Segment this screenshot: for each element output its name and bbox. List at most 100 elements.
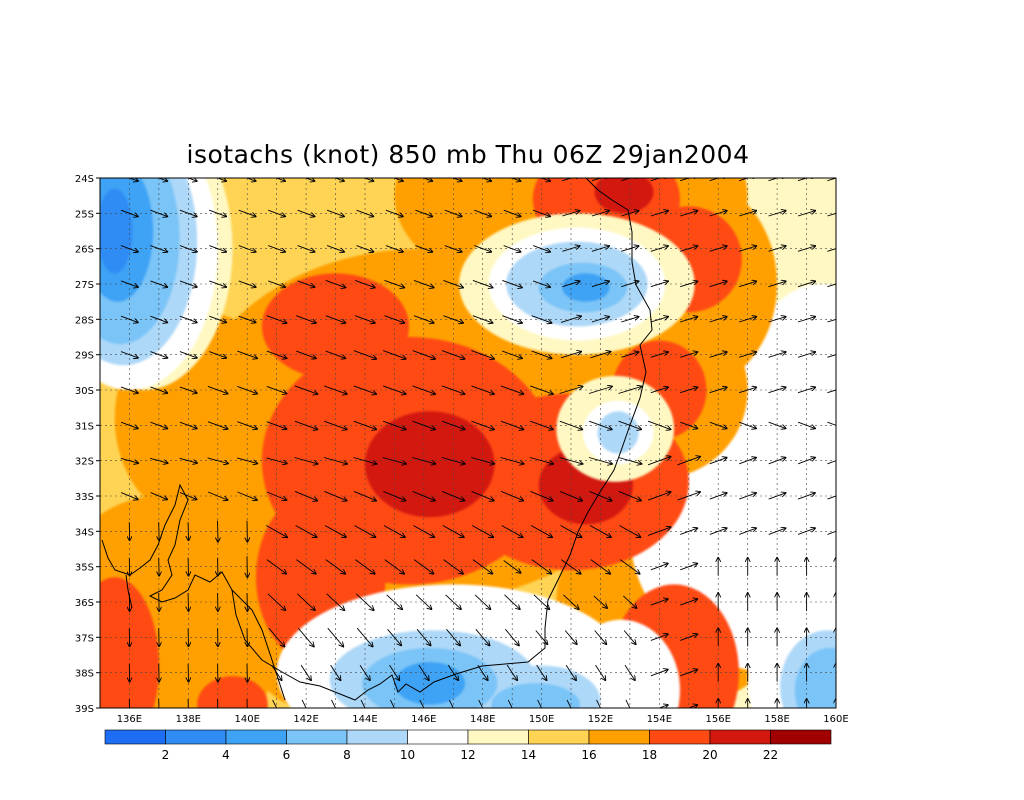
wind-vector bbox=[621, 246, 638, 252]
wind-vector bbox=[797, 246, 815, 252]
wind-vector bbox=[296, 559, 315, 574]
wind-vector bbox=[297, 209, 315, 216]
wind-vector bbox=[560, 352, 581, 359]
wind-vector bbox=[650, 317, 668, 323]
state-border-line bbox=[231, 589, 286, 701]
wind-vector bbox=[471, 490, 494, 500]
latitude-tick-label: 29S bbox=[75, 351, 94, 362]
wind-vector bbox=[415, 209, 432, 216]
wind-vector bbox=[443, 315, 463, 323]
wind-vector bbox=[266, 350, 287, 358]
wind-vector bbox=[157, 178, 167, 181]
wind-vector bbox=[389, 699, 395, 708]
wind-vector bbox=[565, 664, 576, 680]
wind-vector bbox=[827, 178, 836, 182]
wind-vector bbox=[562, 281, 579, 288]
wind-vector bbox=[797, 528, 815, 535]
wind-vector bbox=[268, 280, 285, 287]
longitude-axis: 136E 138E 140E 142E 144E 146E 148E 150E 152E 154E… bbox=[117, 714, 849, 725]
wind-vector bbox=[738, 352, 756, 358]
wind-vector bbox=[562, 246, 579, 252]
wind-vector bbox=[680, 387, 697, 394]
colorbar-label: 18 bbox=[642, 748, 657, 762]
wind-vector bbox=[739, 528, 756, 535]
longitude-tick-label: 150E bbox=[529, 714, 554, 725]
wind-vector bbox=[448, 699, 454, 708]
wind-vector bbox=[797, 493, 815, 500]
colorbar-label: 6 bbox=[283, 748, 291, 762]
isotach-contour-region bbox=[100, 619, 136, 708]
longitude-tick-label: 158E bbox=[764, 714, 789, 725]
inlet-line bbox=[125, 574, 133, 609]
wind-vector bbox=[618, 387, 642, 394]
colorbar-label: 10 bbox=[400, 748, 415, 762]
wind-vector bbox=[385, 209, 403, 216]
wind-vector bbox=[209, 209, 226, 216]
wind-vector bbox=[179, 209, 197, 216]
wind-vector bbox=[415, 245, 432, 252]
colorbar-swatch bbox=[649, 729, 711, 745]
wind-vector bbox=[768, 246, 786, 252]
wind-vector bbox=[382, 457, 406, 464]
wind-vector bbox=[179, 457, 197, 463]
colorbar-label: 22 bbox=[763, 748, 778, 762]
wind-vector bbox=[324, 420, 347, 429]
wind-vector bbox=[530, 525, 552, 538]
isotach-contour-region bbox=[597, 411, 639, 454]
latitude-tick-label: 32S bbox=[75, 457, 94, 468]
wind-vector bbox=[354, 525, 376, 538]
wind-vector bbox=[304, 178, 315, 181]
wind-vector bbox=[797, 178, 815, 182]
wind-vector bbox=[325, 279, 346, 287]
wind-vector bbox=[266, 315, 287, 323]
wind-vector bbox=[120, 457, 138, 463]
wind-vector bbox=[768, 352, 786, 358]
wind-vector bbox=[622, 595, 636, 608]
wind-vector bbox=[384, 279, 405, 287]
wind-vector bbox=[530, 385, 553, 394]
colorbar-label: 2 bbox=[162, 748, 170, 762]
wind-vector bbox=[500, 420, 524, 429]
wind-vector bbox=[471, 525, 493, 538]
wind-vector bbox=[624, 664, 635, 680]
wind-vector bbox=[324, 385, 347, 394]
wind-vector bbox=[533, 594, 549, 609]
contour-fill-layer bbox=[100, 178, 836, 708]
wind-vector bbox=[325, 315, 346, 323]
wind-vector bbox=[120, 209, 138, 216]
wind-vector bbox=[827, 389, 836, 394]
latitude-tick-label: 31S bbox=[75, 421, 94, 432]
wind-vector bbox=[687, 705, 697, 708]
longitude-tick-label: 138E bbox=[176, 714, 201, 725]
wind-vector bbox=[179, 421, 197, 428]
wind-vector bbox=[797, 387, 815, 394]
wind-vector bbox=[268, 209, 285, 216]
wind-vector bbox=[236, 457, 257, 464]
wind-vector bbox=[334, 178, 344, 181]
wind-vector bbox=[532, 209, 550, 216]
longitude-tick-label: 146E bbox=[411, 714, 436, 725]
wind-vector bbox=[294, 457, 318, 464]
wind-vector bbox=[709, 281, 727, 288]
wind-vector bbox=[619, 525, 640, 538]
wind-vector bbox=[294, 420, 318, 429]
wind-vector bbox=[120, 386, 138, 393]
wind-vector bbox=[325, 559, 345, 574]
latitude-tick-label: 34S bbox=[75, 527, 94, 538]
wind-vector bbox=[294, 490, 317, 500]
wind-vector bbox=[128, 178, 138, 181]
wind-vector bbox=[677, 492, 701, 501]
wind-vector bbox=[650, 352, 668, 358]
wind-vector bbox=[327, 627, 344, 646]
colorbar-swatch bbox=[346, 729, 408, 745]
wind-vector bbox=[354, 315, 375, 323]
wind-vector bbox=[588, 387, 612, 394]
wind-vector bbox=[326, 209, 344, 216]
wind-vector bbox=[412, 350, 436, 359]
plot-frame bbox=[99, 177, 837, 709]
wind-vector bbox=[268, 245, 285, 252]
wind-vector bbox=[120, 280, 138, 287]
wind-vector bbox=[797, 281, 815, 288]
wind-vector bbox=[529, 457, 553, 464]
wind-vector bbox=[474, 209, 491, 216]
